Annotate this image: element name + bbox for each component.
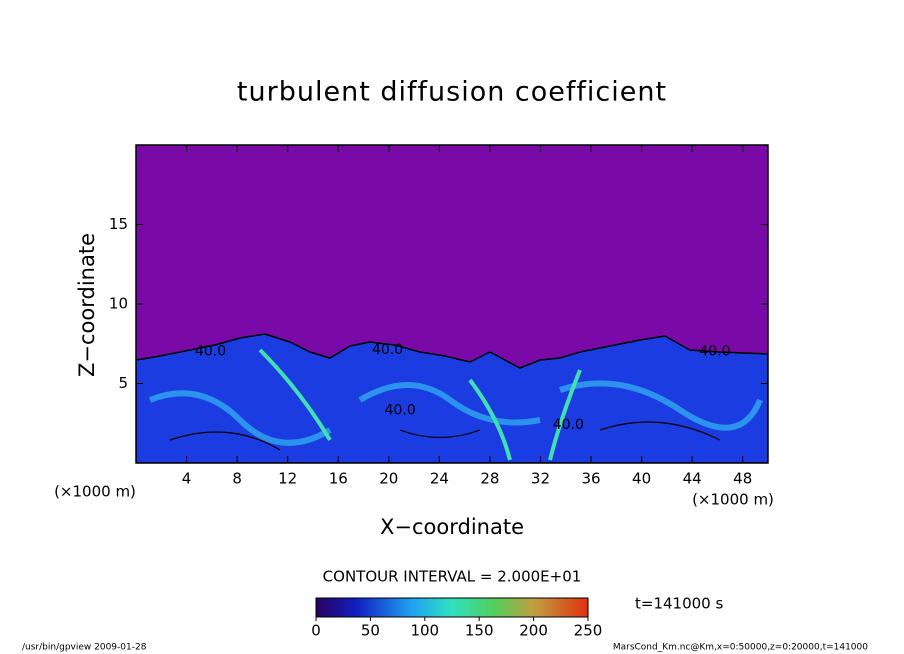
contour-label: 40.0: [553, 417, 584, 433]
x-tick-label: 32: [531, 470, 550, 488]
y-tick-label: 10: [109, 295, 128, 313]
contour-interval: CONTOUR INTERVAL = 2.000E+01: [323, 568, 582, 586]
x-tick-label: 12: [278, 470, 297, 488]
y-tick-label: 5: [118, 374, 128, 392]
colorbar-tick-label: 100: [410, 622, 439, 640]
contour-label: 40.0: [699, 344, 730, 360]
y-tick-label: 15: [109, 215, 128, 233]
y-axis-title: Z−coordinate: [75, 233, 99, 377]
x-tick-label: 40: [632, 470, 651, 488]
colorbar-tick-label: 250: [574, 622, 603, 640]
x-axis-title: X−coordinate: [380, 515, 524, 539]
x-tick-label: 24: [430, 470, 449, 488]
colorbar: [315, 597, 589, 618]
colorbar-tick-label: 50: [361, 622, 380, 640]
contour-label: 40.0: [195, 344, 226, 360]
x-tick-label: 16: [329, 470, 348, 488]
contour-label: 40.0: [372, 342, 403, 358]
colorbar-tick-label: 0: [311, 622, 321, 640]
turbulent-layer: [136, 333, 768, 463]
x-unit-label: (×1000 m): [692, 491, 774, 509]
colorbar-tick-label: 150: [465, 622, 494, 640]
x-tick-label: 36: [581, 470, 600, 488]
chart-title: turbulent diffusion coefficient: [237, 77, 667, 108]
x-tick-label: 28: [480, 470, 499, 488]
y-unit-label: (×1000 m): [54, 483, 136, 501]
colorbar-tick-label: 200: [519, 622, 548, 640]
x-tick-label: 20: [379, 470, 398, 488]
contour-label: 40.0: [385, 403, 416, 419]
x-tick-label: 44: [683, 470, 702, 488]
footer-right: MarsCond_Km.nc@Km,x=0:50000,z=0:20000,t=…: [613, 643, 868, 653]
x-tick-label: 48: [733, 470, 752, 488]
footer-left: /usr/bin/gpview 2009-01-28: [22, 643, 147, 653]
time-label: t=141000 s: [635, 595, 723, 613]
x-tick-label: 4: [182, 470, 192, 488]
x-tick-label: 8: [232, 470, 242, 488]
